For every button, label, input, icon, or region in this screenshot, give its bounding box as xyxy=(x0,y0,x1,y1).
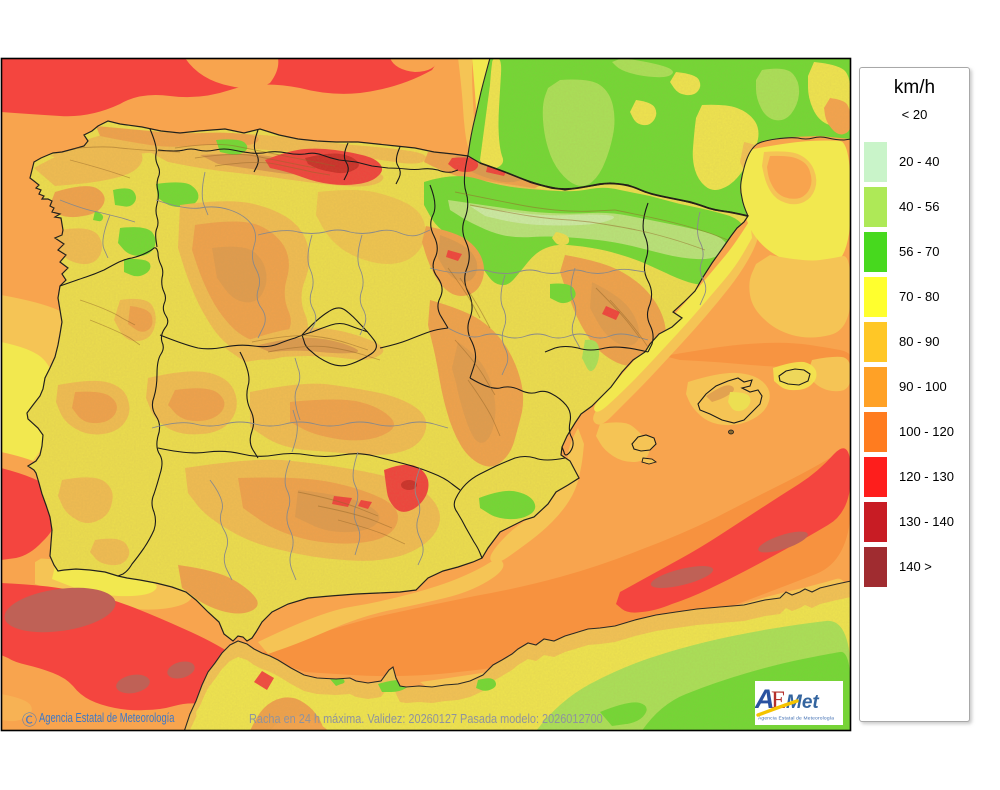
svg-text:Agencia Estatal de Meteorologí: Agencia Estatal de Meteorología xyxy=(758,716,834,722)
svg-text:Met: Met xyxy=(786,692,819,713)
svg-text:A: A xyxy=(755,684,775,714)
